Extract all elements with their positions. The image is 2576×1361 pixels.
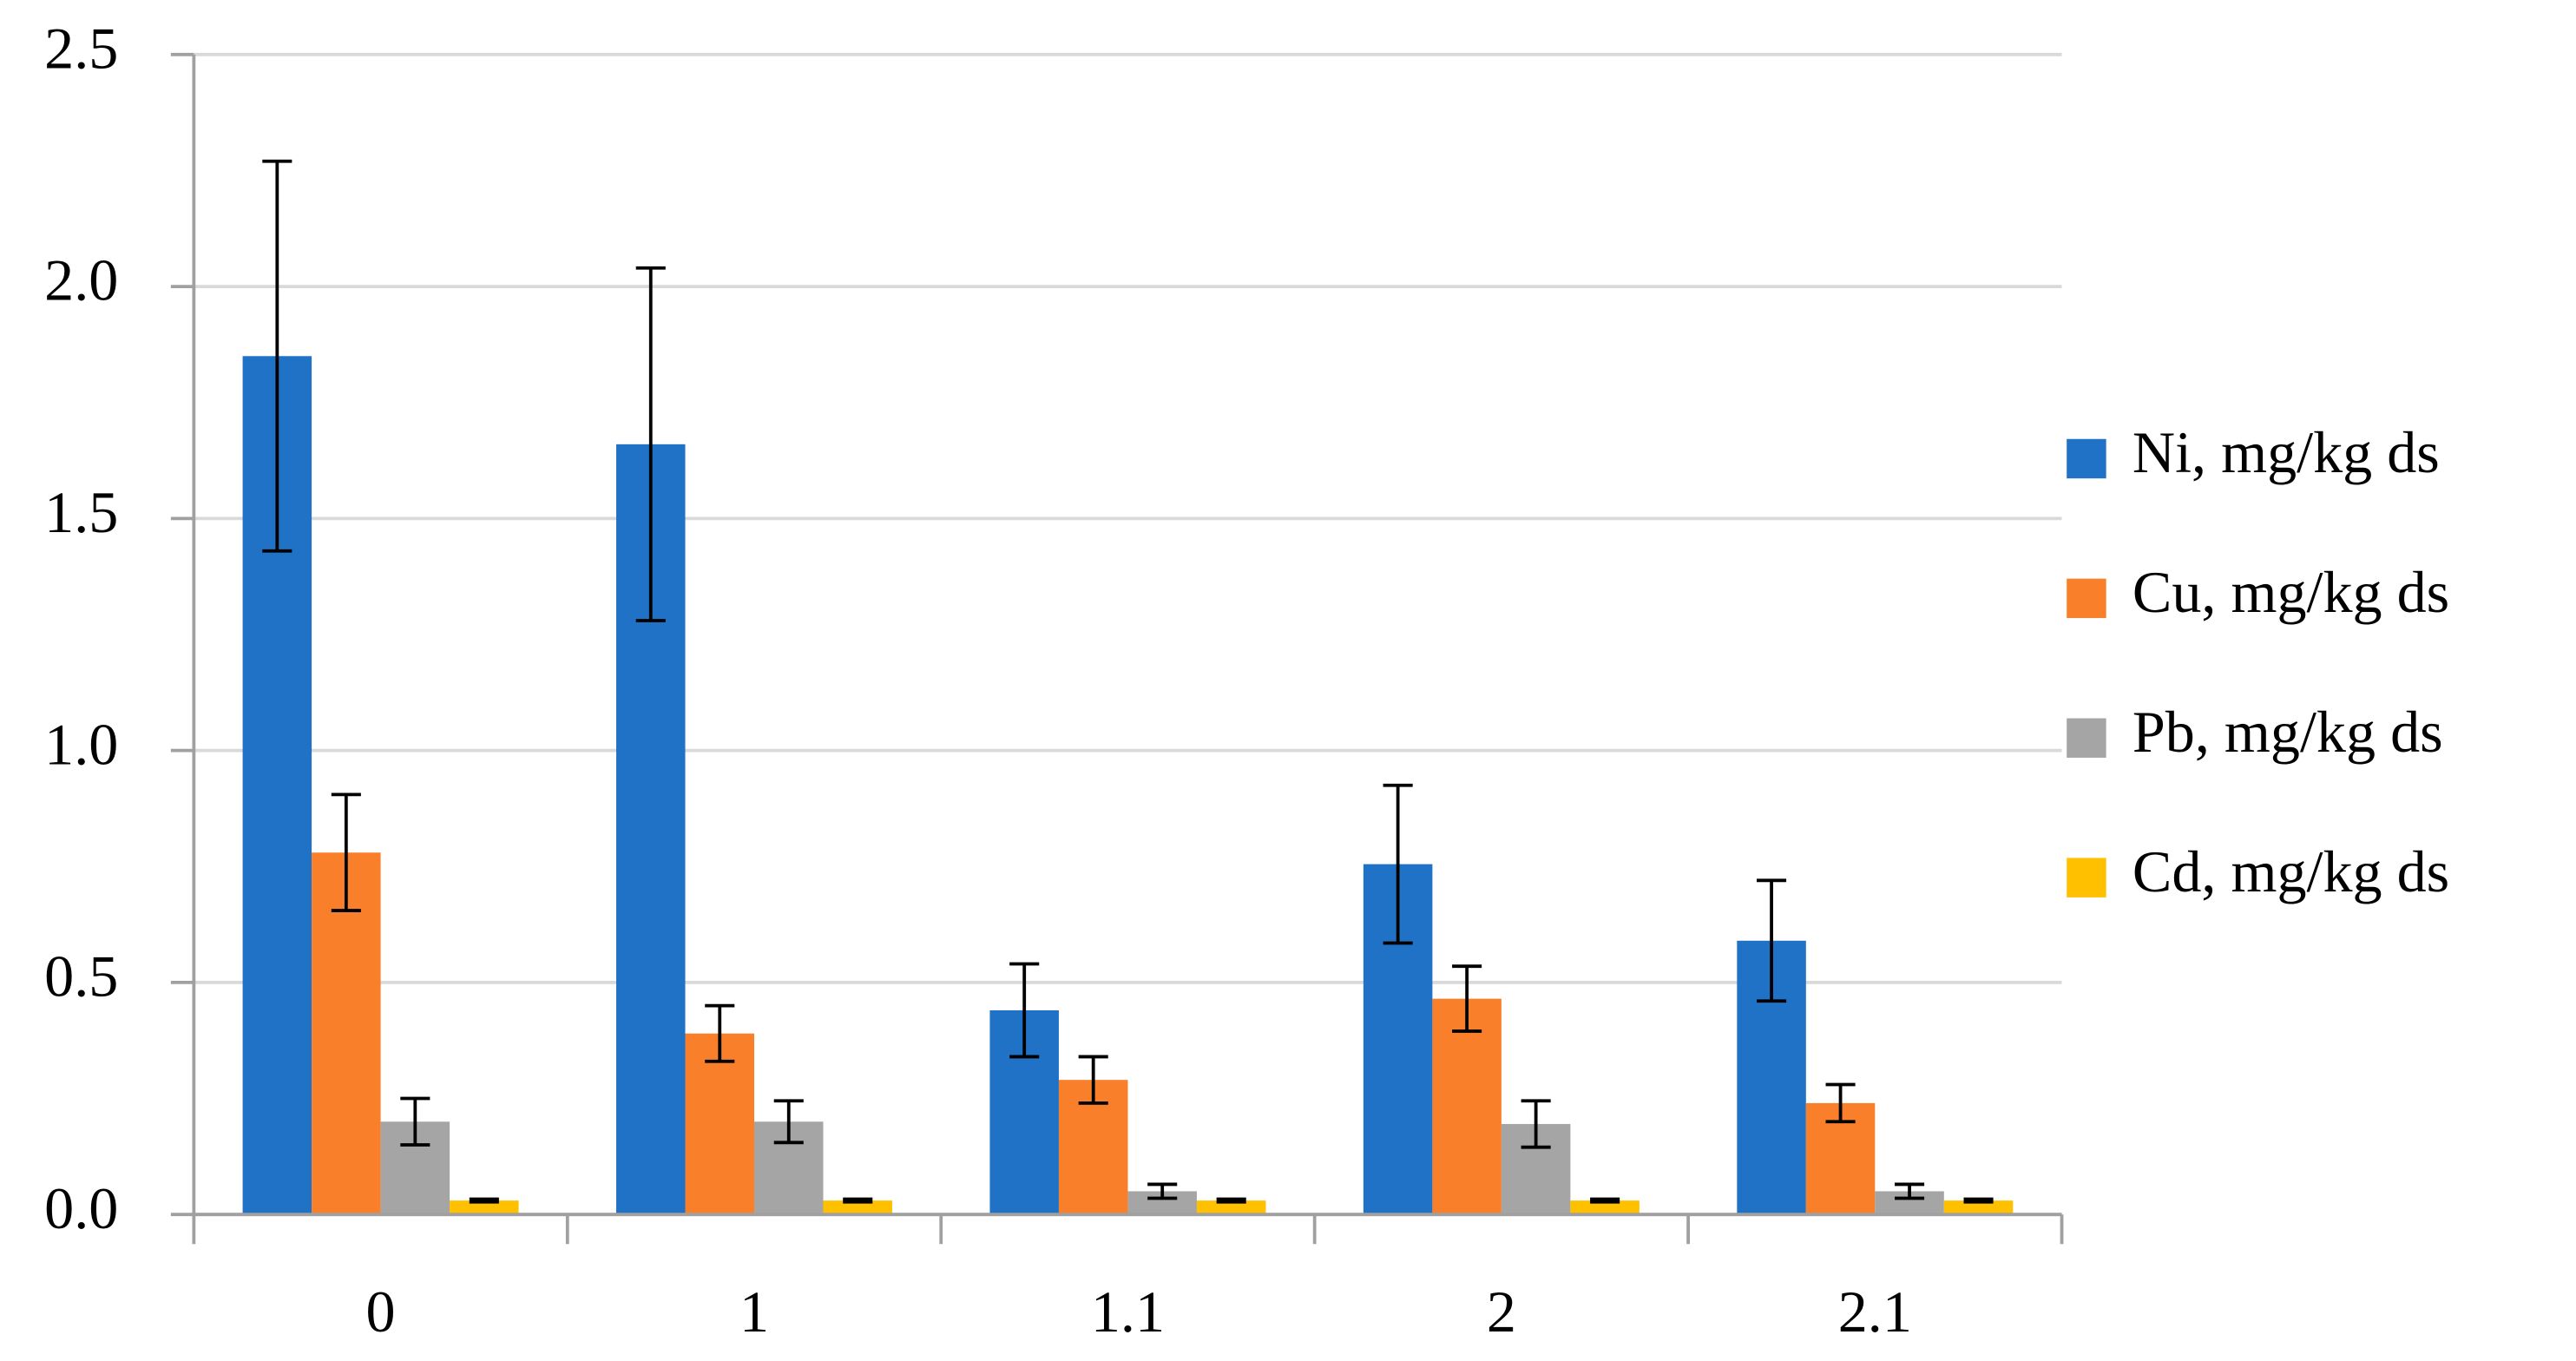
bar: [685, 1033, 755, 1215]
error-bar: [1963, 1197, 1994, 1204]
bar: [312, 852, 381, 1215]
legend-swatch: [2067, 718, 2106, 758]
y-tick-label: 1.0: [44, 711, 118, 777]
y-tick-label: 2.5: [44, 15, 118, 81]
legend-label: Cu, mg/kg ds: [2132, 559, 2449, 625]
error-bar: [331, 792, 361, 912]
x-tick-label: 2: [1487, 1279, 1516, 1345]
legend-swatch: [2067, 578, 2106, 619]
legend-swatch: [2067, 858, 2106, 897]
legend-label: Ni, mg/kg ds: [2132, 419, 2440, 485]
error-bar: [1216, 1197, 1246, 1204]
x-tick-label: 0: [366, 1279, 396, 1345]
error-bar: [262, 159, 292, 553]
bar: [1432, 998, 1502, 1215]
x-tick-label: 1.1: [1091, 1279, 1165, 1345]
x-tick-label: 1: [739, 1279, 769, 1345]
error-bar: [1452, 964, 1482, 1033]
error-bar: [1078, 1055, 1108, 1105]
error-bar: [1009, 962, 1040, 1059]
error-bar: [1590, 1197, 1620, 1204]
error-bar: [1757, 878, 1787, 1003]
y-tick-label: 0.0: [44, 1175, 118, 1241]
bar: [823, 1200, 893, 1215]
error-bar: [1895, 1182, 1925, 1200]
error-bar: [469, 1197, 499, 1204]
bar: [450, 1200, 519, 1215]
legend-swatch: [2067, 438, 2106, 479]
error-bar: [1147, 1182, 1178, 1200]
error-bar: [400, 1096, 430, 1147]
legend-label: Cd, mg/kg ds: [2132, 838, 2449, 904]
y-tick-label: 2.0: [44, 247, 118, 313]
error-bar: [1521, 1099, 1551, 1149]
y-tick-label: 1.5: [44, 479, 118, 545]
bar: [1943, 1200, 2014, 1215]
error-bar: [843, 1197, 873, 1204]
error-bar: [1825, 1082, 1856, 1124]
error-bar: [1383, 783, 1413, 945]
error-bar: [635, 266, 666, 622]
legend-label: Pb, mg/kg ds: [2132, 699, 2443, 765]
x-tick-label: 2.1: [1838, 1279, 1912, 1345]
bar: [1196, 1200, 1266, 1215]
bar: [1570, 1200, 1640, 1215]
error-bar: [773, 1099, 804, 1145]
error-bar: [705, 1003, 735, 1063]
y-tick-label: 0.5: [44, 943, 118, 1009]
